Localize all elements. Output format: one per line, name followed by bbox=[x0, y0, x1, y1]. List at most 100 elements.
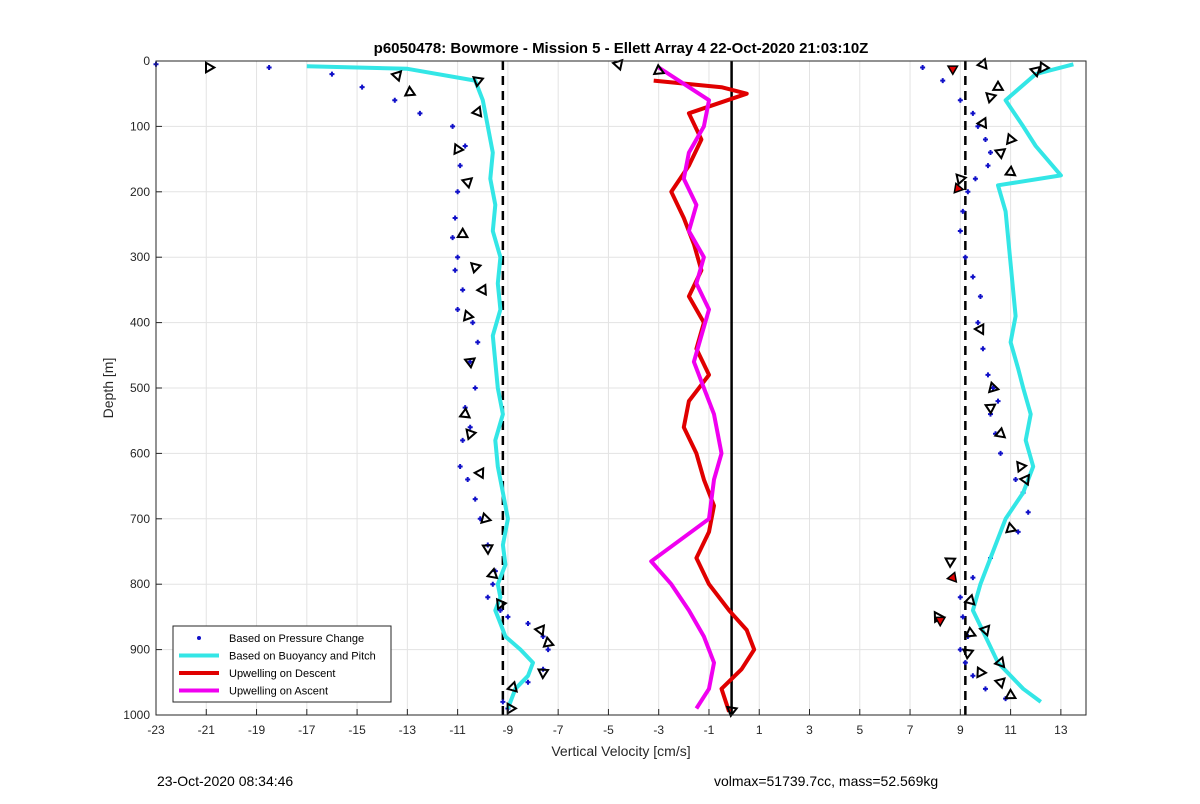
x-tick-label: -3 bbox=[653, 723, 664, 737]
triangle-marker bbox=[972, 322, 985, 336]
data-point bbox=[982, 686, 988, 692]
data-point bbox=[359, 84, 365, 90]
triangle-marker bbox=[976, 665, 988, 679]
data-point bbox=[962, 660, 968, 666]
y-tick-label: 400 bbox=[130, 316, 150, 330]
data-point bbox=[475, 339, 481, 345]
triangle-marker bbox=[205, 61, 217, 75]
series-line bbox=[306, 64, 535, 710]
x-tick-label: -11 bbox=[449, 723, 466, 737]
data-point bbox=[525, 679, 531, 685]
triangle-marker bbox=[469, 261, 483, 275]
data-point bbox=[460, 287, 466, 293]
axes: -23 -21 -19 -17 -15 -13 -11 -9 -7 -5 -3 -1 1 3 5 7 9 11 13… bbox=[123, 54, 1087, 737]
y-tick-label: 700 bbox=[130, 512, 150, 526]
triangle-marker bbox=[458, 406, 472, 419]
triangle-marker bbox=[479, 511, 493, 525]
data-point bbox=[970, 575, 976, 581]
red-triangle-marker bbox=[945, 571, 958, 584]
red-triangle-marker bbox=[953, 181, 965, 194]
triangle-marker bbox=[463, 357, 477, 370]
x-tick-label: 11 bbox=[1004, 723, 1017, 737]
triangle-marker bbox=[471, 75, 485, 89]
footer-volmax-mass: volmax=51739.7cc, mass=52.569kg bbox=[714, 773, 939, 789]
footer-timestamp: 23-Oct-2020 08:34:46 bbox=[157, 773, 294, 789]
triangle-marker bbox=[975, 116, 988, 130]
y-tick-label: 900 bbox=[130, 643, 150, 657]
x-tick-label: -19 bbox=[248, 723, 266, 737]
data-point bbox=[485, 594, 491, 600]
data-point bbox=[980, 346, 986, 352]
triangle-marker bbox=[993, 426, 1007, 439]
x-tick-label: 13 bbox=[1054, 723, 1068, 737]
data-point bbox=[467, 424, 473, 430]
x-tick-label: -7 bbox=[553, 723, 564, 737]
y-tick-label: 600 bbox=[130, 446, 150, 460]
data-point bbox=[940, 78, 946, 84]
grid bbox=[155, 60, 1086, 716]
triangle-marker bbox=[1003, 164, 1017, 177]
triangle-marker bbox=[475, 283, 487, 297]
triangle-marker bbox=[472, 466, 485, 480]
triangle-marker bbox=[533, 624, 546, 637]
data-point bbox=[455, 307, 461, 313]
triangle-marker bbox=[964, 625, 978, 638]
data-point bbox=[467, 359, 473, 365]
triangle-marker bbox=[987, 380, 1001, 394]
data-point bbox=[470, 320, 476, 326]
data-point bbox=[392, 97, 398, 103]
data-point bbox=[920, 65, 926, 71]
data-point bbox=[960, 208, 966, 214]
triangle-marker bbox=[993, 147, 1007, 160]
y-tick-label: 1000 bbox=[123, 708, 150, 722]
triangle-marker bbox=[495, 597, 508, 611]
data-point bbox=[972, 176, 978, 182]
x-tick-label: -5 bbox=[603, 723, 614, 737]
y-tick-label: 800 bbox=[130, 577, 150, 591]
triangle-marker bbox=[993, 655, 1006, 669]
legend-label: Based on Pressure Change bbox=[229, 633, 364, 645]
triangle-marker bbox=[389, 69, 403, 83]
triangle-marker bbox=[456, 226, 470, 239]
triangle-marker bbox=[1004, 521, 1018, 534]
data-point bbox=[970, 673, 976, 679]
triangle-markers bbox=[205, 57, 1051, 718]
triangle-marker bbox=[465, 428, 478, 441]
data-point bbox=[455, 189, 461, 195]
triangle-marker bbox=[985, 91, 998, 105]
data-point bbox=[957, 228, 963, 234]
triangle-marker bbox=[1016, 460, 1029, 474]
triangle-marker bbox=[542, 635, 556, 648]
x-tick-label: 5 bbox=[856, 723, 863, 737]
y-tick-label: 200 bbox=[130, 185, 150, 199]
triangle-marker bbox=[943, 557, 957, 569]
x-tick-label: 7 bbox=[907, 723, 914, 737]
triangle-marker bbox=[991, 79, 1005, 91]
triangle-marker bbox=[470, 105, 483, 118]
triangle-marker bbox=[975, 57, 988, 71]
data-point bbox=[462, 143, 468, 149]
data-point bbox=[450, 123, 456, 129]
x-axis-label: Vertical Velocity [cm/s] bbox=[551, 743, 690, 759]
triangle-marker bbox=[1004, 687, 1018, 700]
triangle-marker bbox=[955, 173, 968, 186]
data-point bbox=[460, 437, 466, 443]
data-point bbox=[990, 385, 996, 391]
data-point bbox=[472, 496, 478, 502]
x-tick-label: 1 bbox=[756, 723, 763, 737]
x-tick-label: 9 bbox=[957, 723, 964, 737]
triangle-marker bbox=[460, 176, 474, 190]
x-tick-label: -23 bbox=[147, 723, 165, 737]
legend-label: Upwelling on Ascent bbox=[229, 686, 328, 698]
plot-area bbox=[153, 57, 1074, 718]
data-point bbox=[962, 254, 968, 260]
data-point bbox=[417, 110, 423, 116]
chart-title: p6050478: Bowmore - Mission 5 - Ellett A… bbox=[374, 40, 869, 57]
series-line bbox=[653, 78, 757, 713]
triangle-marker bbox=[505, 680, 519, 693]
data-point bbox=[982, 136, 988, 142]
series-line bbox=[649, 65, 724, 710]
data-point bbox=[975, 320, 981, 326]
x-tick-label: -17 bbox=[298, 723, 316, 737]
data-point bbox=[977, 293, 983, 299]
